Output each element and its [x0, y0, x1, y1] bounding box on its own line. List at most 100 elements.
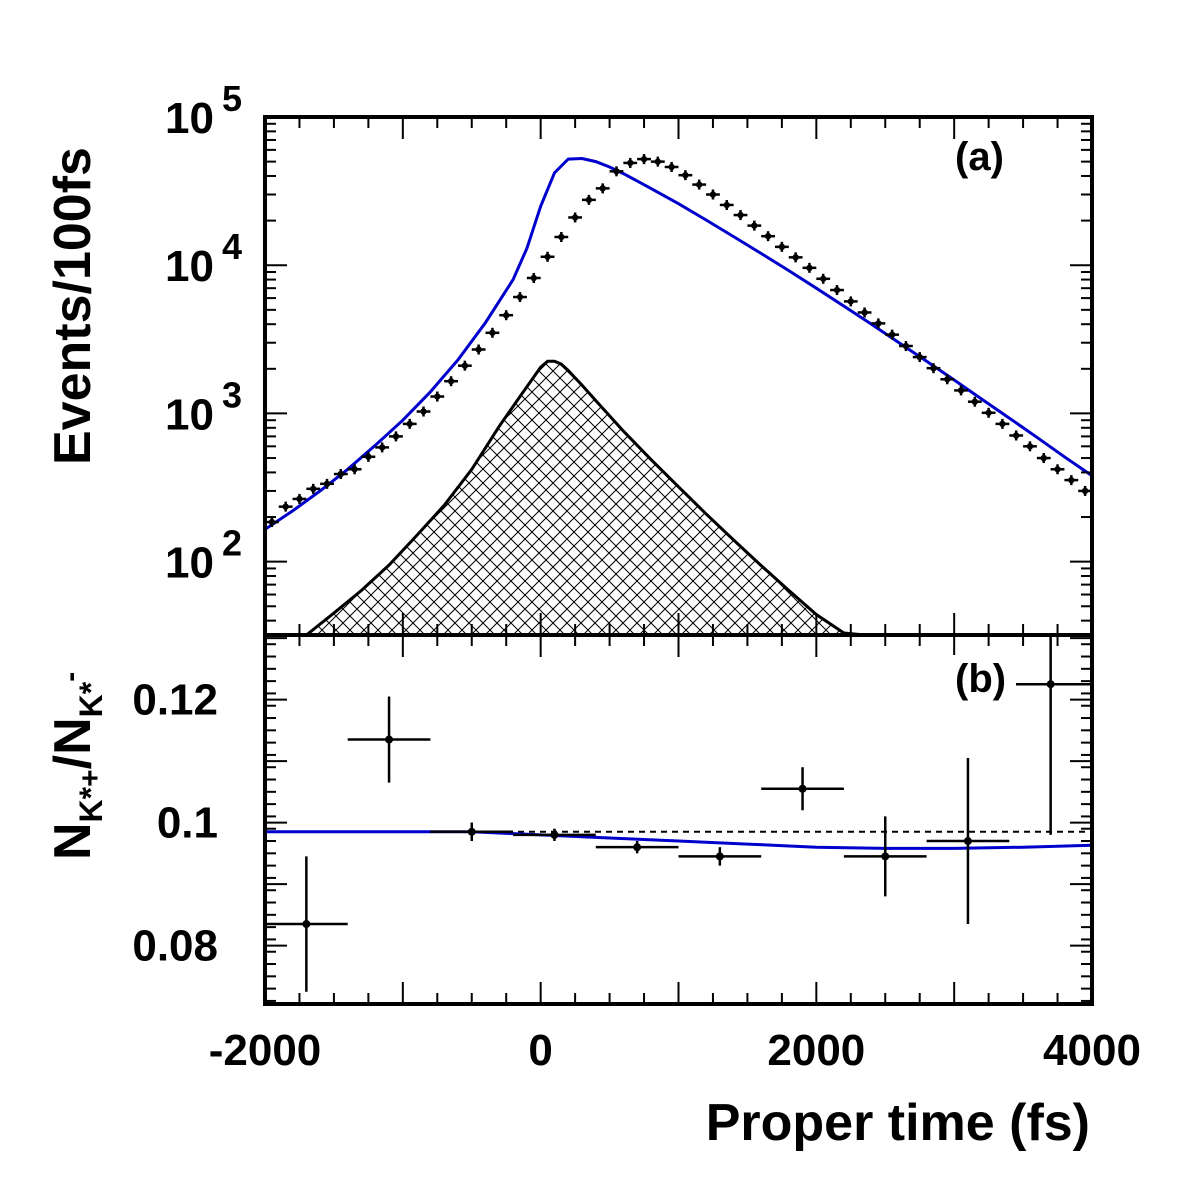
panel-b-plot-area — [265, 635, 1092, 992]
y-tick-label: 0.1 — [157, 799, 218, 848]
y-tick-label-exponent: 5 — [222, 78, 242, 119]
y-tick-label: 10 5 — [165, 78, 242, 143]
data-point — [761, 231, 775, 242]
data-point — [1036, 453, 1051, 464]
y-tick-label: 10 4 — [165, 226, 242, 291]
data-point-marker — [406, 420, 413, 428]
ratio-point-marker — [467, 827, 476, 836]
panel-b-label-bg — [948, 655, 1016, 703]
ratio-point — [761, 767, 844, 811]
data-point-marker — [420, 408, 427, 415]
data-point — [788, 252, 803, 263]
data-point — [1023, 441, 1037, 452]
ratio-point — [595, 841, 679, 854]
ratio-point-marker — [715, 852, 724, 861]
ylabel-sub2: K* — [73, 681, 109, 717]
data-point-marker — [888, 331, 896, 338]
data-point — [499, 310, 514, 321]
data-point — [885, 329, 900, 340]
ratio-point — [347, 696, 431, 783]
data-point-marker — [503, 312, 510, 319]
data-point — [706, 189, 720, 200]
data-point — [967, 396, 982, 407]
data-point-marker — [571, 214, 579, 221]
data-points — [265, 154, 1092, 528]
data-point-marker — [516, 293, 524, 301]
data-point-marker — [764, 232, 772, 240]
data-point-marker — [820, 275, 827, 282]
data-point — [485, 327, 500, 338]
data-point-marker — [668, 163, 675, 171]
data-point-marker — [751, 222, 758, 229]
data-point-marker — [654, 158, 662, 165]
data-point-marker — [1068, 476, 1075, 484]
y-tick-label-exponent: 2 — [222, 523, 242, 564]
data-point-marker — [475, 346, 482, 353]
ratio-point — [430, 822, 514, 842]
data-point — [857, 307, 872, 318]
ylabel-slash: / — [44, 755, 102, 769]
y-tick-label-exponent: 3 — [222, 374, 242, 415]
ratio-point-marker — [963, 837, 972, 846]
data-point-marker — [875, 320, 882, 327]
data-point — [444, 376, 458, 387]
data-point — [513, 292, 527, 303]
data-point-marker — [640, 155, 648, 163]
data-point — [278, 501, 293, 512]
data-point-marker — [944, 376, 951, 383]
x-tick-label: 0 — [528, 1026, 552, 1075]
data-point — [664, 161, 679, 172]
panel-b-label: (b) — [955, 657, 1006, 701]
data-point-marker — [585, 196, 593, 204]
data-point — [912, 352, 927, 363]
data-point-marker — [792, 254, 799, 261]
data-point — [954, 385, 968, 396]
data-point-marker — [365, 453, 372, 460]
panel-a-y-axis-label: Events/100fs — [44, 147, 102, 465]
data-point-marker — [337, 470, 345, 478]
x-tick-labels: -2000 0 2000 4000 — [209, 1026, 1141, 1075]
data-point-marker — [296, 495, 303, 503]
data-point-marker — [1054, 466, 1061, 473]
ylabel-sup1: + — [74, 769, 107, 787]
data-point-marker — [999, 420, 1006, 428]
ratio-data-points — [265, 635, 1092, 992]
data-point — [402, 418, 417, 429]
data-point-marker — [847, 298, 854, 305]
data-point — [871, 318, 886, 329]
data-point — [774, 241, 789, 252]
panel-b-y-axis-label: NK*+/NK*- — [44, 672, 109, 860]
fit-curve — [265, 156, 1092, 531]
panel-a-label: (a) — [955, 135, 1004, 179]
ratio-point-marker — [798, 784, 807, 793]
data-point — [816, 273, 831, 284]
data-point-marker — [1026, 443, 1034, 450]
data-point-marker — [723, 201, 730, 209]
background-curve — [304, 359, 867, 635]
y-tick-label-exponent: 4 — [222, 226, 242, 267]
data-point — [1009, 430, 1024, 441]
y-tick-label-base: 10 — [165, 242, 214, 291]
data-point-marker — [682, 171, 689, 179]
data-point-marker — [627, 159, 634, 167]
data-point-marker — [323, 480, 331, 488]
data-point-marker — [709, 191, 717, 198]
data-point-marker — [434, 393, 441, 400]
data-point — [430, 391, 445, 402]
data-point — [1050, 464, 1065, 475]
data-point-marker — [902, 342, 910, 350]
y-tick-label: 10 3 — [165, 374, 242, 439]
panel-b-ticks — [264, 635, 1093, 1004]
panel-b: 0.080.10.12 (b) NK*+/NK*- -2000 0 2000 4000… — [44, 633, 1141, 1152]
data-point-marker — [930, 364, 937, 372]
x-axis-label: Proper time (fs) — [706, 1094, 1090, 1152]
data-point — [692, 179, 707, 190]
data-point — [389, 431, 403, 442]
data-point-marker — [861, 309, 868, 316]
data-point-marker — [544, 253, 551, 260]
data-point — [292, 493, 307, 504]
data-point — [830, 285, 844, 296]
